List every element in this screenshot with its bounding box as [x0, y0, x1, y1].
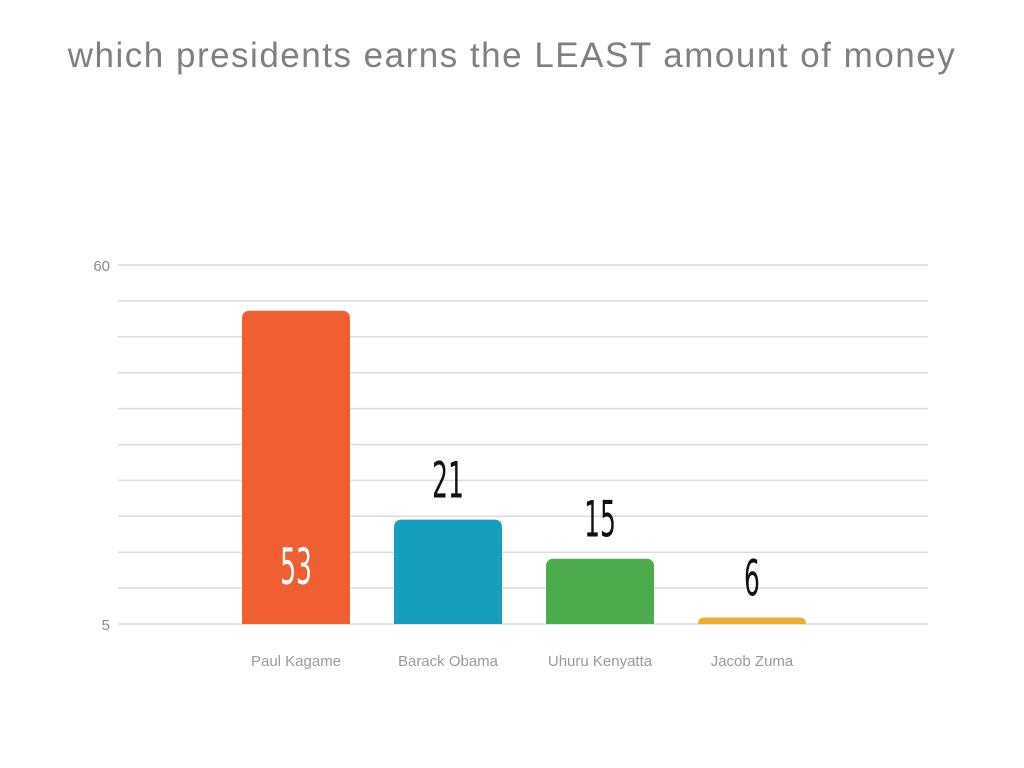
data-label: 53: [280, 538, 312, 596]
bar: [242, 310, 350, 624]
bar: [546, 558, 654, 624]
x-tick-label: Barack Obama: [398, 653, 499, 670]
y-tick-label: 60: [93, 258, 110, 275]
bar: [698, 617, 806, 624]
bar: [394, 519, 502, 624]
chart-title: which presidents earns the LEAST amount …: [67, 36, 957, 75]
x-tick-label: Jacob Zuma: [711, 653, 794, 670]
y-tick-label: 5: [102, 617, 110, 634]
x-tick-label: Paul Kagame: [251, 653, 341, 670]
data-label: 15: [584, 491, 616, 549]
x-tick-label: Uhuru Kenyatta: [548, 653, 653, 670]
data-label: 21: [432, 452, 464, 510]
data-label: 6: [744, 550, 760, 608]
